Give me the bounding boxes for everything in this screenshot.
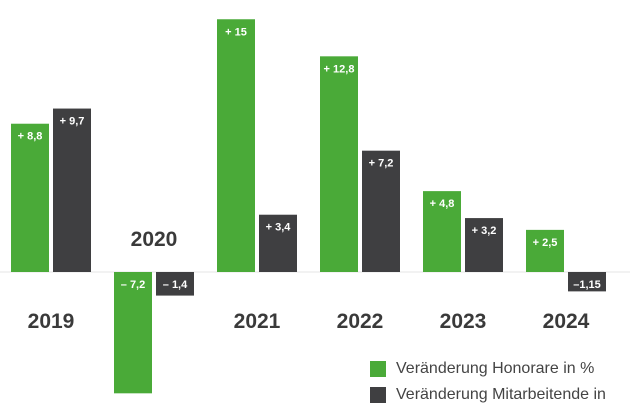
data-label-mitarbeitende-2020: – 1,4 [163, 279, 188, 291]
data-label-honorare-2020: – 7,2 [121, 279, 145, 291]
legend-label-mitarbeitende: Veränderung Mitarbeitende in [396, 386, 606, 403]
data-label-mitarbeitende-2024: –1,15 [573, 279, 601, 291]
data-label-mitarbeitende-2022: + 7,2 [369, 158, 394, 170]
legend-item-honorare: Veränderung Honorare in % [370, 356, 606, 382]
category-label-2019: 2019 [28, 310, 75, 333]
bar-mitarbeitende-2023 [465, 218, 503, 272]
category-label-2022: 2022 [337, 310, 384, 333]
data-label-honorare-2021: + 15 [225, 26, 247, 38]
bar-mitarbeitende-2022 [362, 150, 400, 272]
data-label-mitarbeitende-2019: + 9,7 [60, 116, 85, 128]
data-label-mitarbeitende-2021: + 3,4 [266, 222, 292, 234]
bar-honorare-2024 [526, 229, 564, 272]
bar-honorare-2023 [423, 191, 461, 272]
legend-swatch-mitarbeitende [370, 387, 386, 403]
data-label-honorare-2019: + 8,8 [18, 131, 43, 143]
data-label-honorare-2023: + 4,8 [430, 198, 455, 210]
bar-honorare-2021 [217, 19, 255, 272]
bar-honorare-2020 [114, 272, 152, 394]
data-label-honorare-2022: + 12,8 [324, 63, 355, 75]
bar-mitarbeitende-2024 [568, 272, 606, 292]
bar-honorare-2019 [11, 123, 49, 272]
category-label-2024: 2024 [543, 310, 590, 333]
bar-mitarbeitende-2020 [156, 272, 194, 296]
data-label-honorare-2024: + 2,5 [533, 237, 558, 249]
legend: Veränderung Honorare in % Veränderung Mi… [370, 356, 606, 408]
category-label-2020: 2020 [131, 228, 178, 251]
data-label-mitarbeitende-2023: + 3,2 [472, 225, 497, 237]
legend-swatch-honorare [370, 361, 386, 377]
legend-label-honorare: Veränderung Honorare in % [396, 360, 595, 377]
category-label-2021: 2021 [234, 310, 281, 333]
bar-mitarbeitende-2021 [259, 214, 297, 272]
legend-item-mitarbeitende: Veränderung Mitarbeitende in [370, 382, 606, 408]
bars-group: + 8,8 + 9,7 – 7,2 – 1,4 + 15 + 3,4 + 12,8 + 7,2… [11, 19, 606, 394]
category-label-2023: 2023 [440, 310, 487, 333]
bar-mitarbeitende-2019 [53, 108, 91, 273]
bar-honorare-2022 [320, 56, 358, 272]
category-labels-group: 2019 2020 2021 2022 2023 2024 [28, 228, 590, 333]
